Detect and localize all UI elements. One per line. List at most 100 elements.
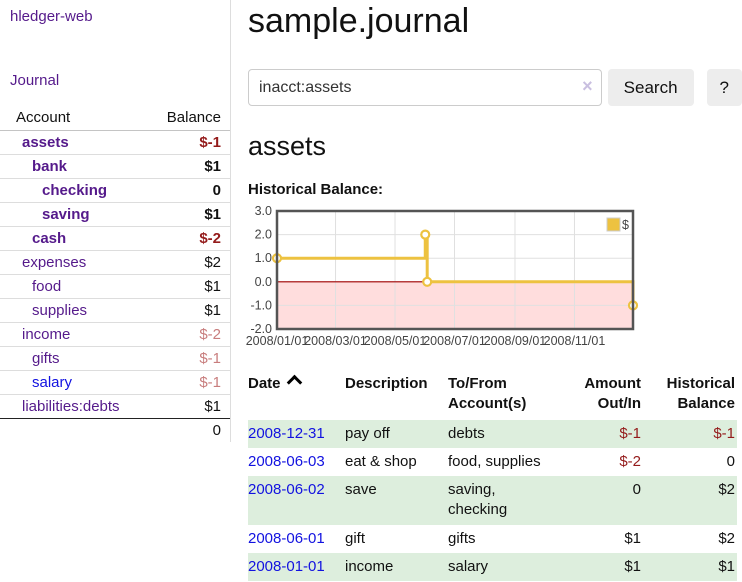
transaction-row: 2008-12-31 pay off debts $-1 $-1 xyxy=(248,419,737,448)
transaction-row: 2008-06-01 gift gifts $1 $2 xyxy=(248,525,737,553)
account-row: income $-2 xyxy=(0,322,230,347)
accounts-total-row: 0 xyxy=(0,418,230,442)
accounts-header-balance: Balance xyxy=(150,106,230,131)
data-point xyxy=(420,229,431,240)
historical-balance-chart: $3.0 2.0 1.0 0.0 -1.0 -2.0 2008/01/01 2008/03/0… xyxy=(246,204,742,358)
account-link[interactable]: checking xyxy=(42,182,108,199)
transaction-description: income xyxy=(345,557,394,575)
transaction-amount: $1 xyxy=(624,529,641,547)
transaction-amount: $-1 xyxy=(619,424,641,442)
account-row: assets $-1 xyxy=(0,131,230,155)
account-balance: $-1 xyxy=(150,370,230,395)
plot-border xyxy=(275,209,635,331)
clear-search-icon[interactable]: × xyxy=(582,76,593,96)
account-row: salary $-1 xyxy=(0,370,230,395)
account-link[interactable]: income xyxy=(22,326,71,343)
transaction-date-link[interactable]: 2008-06-03 xyxy=(248,452,325,470)
account-row: food $1 xyxy=(0,274,230,299)
transaction-balance: $1 xyxy=(718,557,735,575)
account-link[interactable]: cash xyxy=(32,230,67,247)
account-link[interactable]: salary xyxy=(32,374,73,391)
transaction-description: save xyxy=(345,481,377,498)
x-tick-label: 2008/05/01 xyxy=(364,334,427,348)
search-input[interactable] xyxy=(248,69,602,106)
account-balance: $1 xyxy=(150,274,230,299)
x-tick-label: 2008/01/01 xyxy=(246,334,309,348)
x-tick-label: 2008/03/01 xyxy=(304,334,367,348)
y-tick-label: -2.0 xyxy=(250,322,272,336)
transaction-accounts: food, supplies xyxy=(448,452,541,470)
account-link[interactable]: bank xyxy=(32,158,68,175)
x-tick-label: 2008/09/01 xyxy=(484,334,547,348)
transaction-balance: $2 xyxy=(718,481,735,498)
register-header-date[interactable]: Date xyxy=(248,372,345,420)
account-link[interactable]: expenses xyxy=(22,254,87,271)
transaction-accounts: salary xyxy=(448,557,489,575)
search-input-wrap: × xyxy=(248,69,602,106)
transaction-amount: $1 xyxy=(624,557,641,575)
accounts-table: Account Balance assets $-1 bank $1 checking 0… xyxy=(0,106,230,442)
transaction-amount: $-2 xyxy=(619,452,641,470)
transaction-balance: 0 xyxy=(726,452,735,470)
register-header-description: Description xyxy=(345,375,428,392)
transaction-row: 2008-06-02 save saving, checking 0 $2 xyxy=(248,476,737,525)
account-balance: $1 xyxy=(150,394,230,419)
transaction-balance: $-1 xyxy=(713,424,735,442)
account-link[interactable]: saving xyxy=(42,206,90,223)
transaction-date-link[interactable]: 2008-12-31 xyxy=(248,424,325,442)
transaction-date-link[interactable]: 2008-01-01 xyxy=(248,557,325,575)
transaction-amount: 0 xyxy=(632,481,641,498)
account-link[interactable]: gifts xyxy=(32,350,60,367)
y-tick-label: 0.0 xyxy=(255,275,272,289)
account-balance: $-1 xyxy=(150,346,230,371)
account-row: liabilities:debts $1 xyxy=(0,394,230,419)
account-link[interactable]: liabilities:debts xyxy=(22,398,120,415)
search-button[interactable]: Search xyxy=(607,69,694,106)
account-link[interactable]: food xyxy=(32,278,62,295)
x-tick-label: 2008/11/01 xyxy=(544,334,606,348)
y-tick-label: 1.0 xyxy=(255,251,272,265)
transaction-description: pay off xyxy=(345,424,390,442)
account-row: supplies $1 xyxy=(0,298,230,323)
sort-asc-icon xyxy=(286,374,302,391)
page-title: sample.journal xyxy=(248,2,470,40)
account-link[interactable]: assets xyxy=(22,134,69,151)
account-row: bank $1 xyxy=(0,154,230,179)
app-title-link[interactable]: hledger-web xyxy=(10,8,93,25)
account-balance: $-1 xyxy=(199,134,221,151)
account-balance: $-2 xyxy=(150,226,230,251)
sidebar-item-journal[interactable]: Journal xyxy=(10,72,60,89)
main-content: sample.journal × Search ? assets Histori… xyxy=(246,0,742,581)
accounts-header-account: Account xyxy=(0,106,151,131)
sidebar: hledger-web Journal Account Balance asse… xyxy=(0,0,231,442)
account-balance: $1 xyxy=(150,202,230,227)
help-button[interactable]: ? xyxy=(706,69,742,106)
accounts-total-balance: 0 xyxy=(150,418,230,442)
register-header-balance: Historical Balance xyxy=(666,375,735,413)
transaction-description: eat & shop xyxy=(345,452,417,470)
account-row: gifts $-1 xyxy=(0,346,230,371)
search-form: × Search ? xyxy=(248,69,742,106)
chart-svg: $3.0 2.0 1.0 0.0 -1.0 -2.02008/01/012008/03/0… xyxy=(246,204,639,348)
x-tick-label: 2008/07/01 xyxy=(423,334,486,348)
account-row: cash $-2 xyxy=(0,226,230,251)
account-link[interactable]: supplies xyxy=(32,302,88,319)
account-balance: 0 xyxy=(150,178,230,203)
y-tick-label: 2.0 xyxy=(255,228,272,242)
transaction-row: 2008-01-01 income salary $1 $1 xyxy=(248,552,737,581)
y-tick-label: -1.0 xyxy=(250,298,272,312)
y-tick-label: 3.0 xyxy=(255,204,272,218)
legend-label: $ xyxy=(622,218,629,232)
register-header-amount: Amount Out/In xyxy=(584,375,641,413)
account-row: saving $1 xyxy=(0,202,230,227)
register-table: Date Description To/From Account(s) Amou… xyxy=(248,372,737,581)
transaction-accounts: gifts xyxy=(448,529,476,547)
data-point xyxy=(422,276,433,287)
transaction-description: gift xyxy=(345,529,366,547)
legend-swatch xyxy=(606,217,621,232)
transaction-row: 2008-06-03 eat & shop food, supplies $-2 0 xyxy=(248,448,737,476)
transaction-date-link[interactable]: 2008-06-02 xyxy=(248,481,325,498)
transaction-date-link[interactable]: 2008-06-01 xyxy=(248,529,325,547)
register-header-accounts: To/From Account(s) xyxy=(448,375,527,413)
transaction-accounts: debts xyxy=(448,424,485,442)
